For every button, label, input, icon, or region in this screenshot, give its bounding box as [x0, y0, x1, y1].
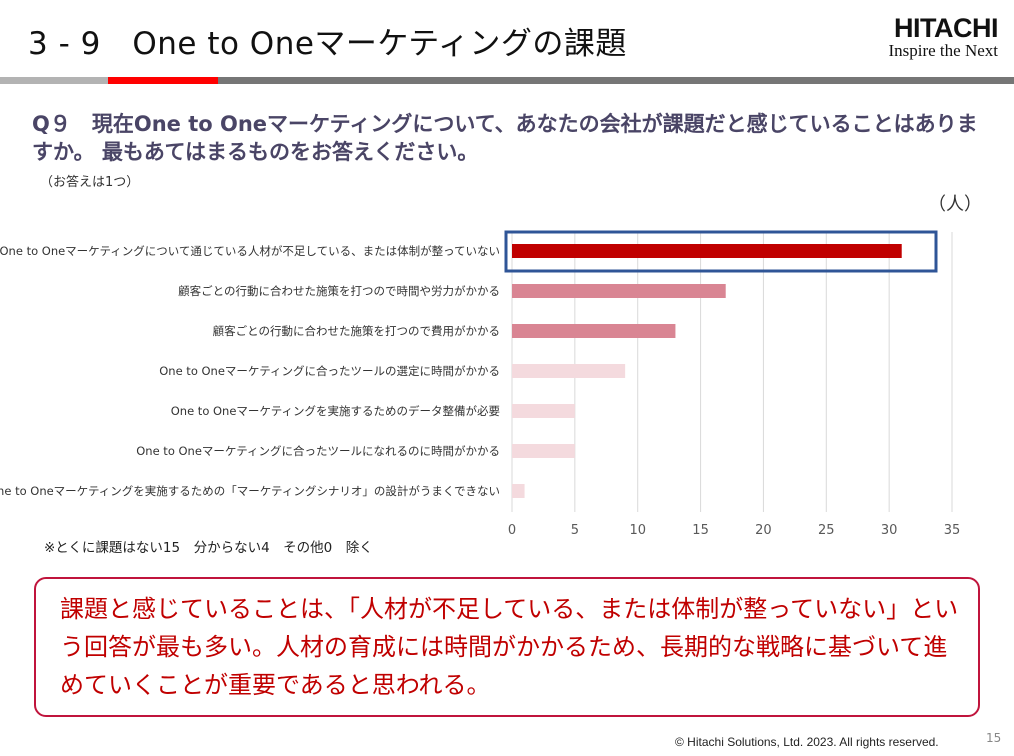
header-divider-dark — [218, 77, 1014, 84]
category-label: One to Oneマーケティングに合ったツールの選定に時間がかかる — [159, 364, 500, 378]
x-tick-label: 35 — [944, 523, 961, 538]
bar — [512, 244, 902, 258]
category-label: One to Oneマーケティングを実施するためのデータ整備が必要 — [170, 404, 500, 418]
x-tick-label: 25 — [818, 523, 835, 538]
x-tick-label: 10 — [629, 523, 646, 538]
bar — [512, 444, 575, 458]
bar — [512, 484, 525, 498]
category-label: One to Oneマーケティングに合ったツールになれるのに時間がかかる — [136, 444, 500, 458]
x-tick-label: 0 — [508, 523, 516, 538]
hitachi-logo: HITACHI Inspire the Next — [846, 14, 998, 60]
x-tick-label: 30 — [881, 523, 898, 538]
callout-text: 課題と感じていることは、「人材が不足している、または体制が整っていない」という回… — [60, 595, 959, 699]
header-divider-gray — [0, 77, 108, 84]
bar — [512, 324, 676, 338]
category-label: One to Oneマーケティングについて通じている人材が不足している、または体… — [0, 244, 500, 258]
category-label: One to Oneマーケティングを実施するための「マーケティングシナリオ」の設… — [0, 484, 500, 498]
bar — [512, 404, 575, 418]
question-note: （お答えは1つ） — [40, 175, 140, 190]
logo-tagline: Inspire the Next — [888, 41, 998, 60]
header-divider-red — [108, 77, 218, 84]
x-tick-label: 15 — [692, 523, 709, 538]
slide-title: 3 - 9 One to Oneマーケティングの課題 — [28, 26, 627, 62]
callout-box — [34, 577, 980, 717]
x-tick-label: 20 — [755, 523, 772, 538]
footnote: ※とくに課題はない15 分からない4 その他0 除く — [44, 540, 373, 556]
page-number: 15 — [986, 731, 1002, 745]
logo-brand: HITACHI — [894, 13, 999, 43]
copyright: © Hitachi Solutions, Ltd. 2023. All righ… — [675, 735, 939, 749]
bar-chart: 0 5 10 15 20 25 30 35 — [504, 230, 961, 538]
question-text: Q９ 現在One to Oneマーケティングについて、あなたの会社が課題だと感じ… — [32, 112, 978, 164]
category-label: 顧客ごとの行動に合わせた施策を打つので時間や労力がかかる — [178, 284, 500, 298]
bar — [512, 284, 726, 298]
category-label: 顧客ごとの行動に合わせた施策を打つので費用がかかる — [212, 324, 500, 338]
highlight-box — [504, 230, 938, 273]
x-tick-label: 5 — [571, 523, 579, 538]
bar — [512, 364, 626, 378]
unit-label: （人） — [928, 194, 982, 215]
